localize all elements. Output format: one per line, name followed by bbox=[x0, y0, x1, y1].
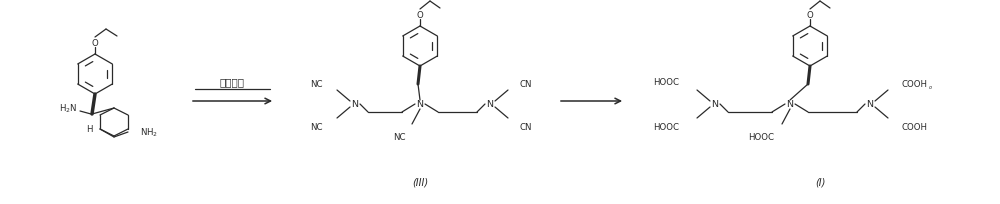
Text: HOOC: HOOC bbox=[653, 122, 679, 131]
Text: O: O bbox=[417, 10, 423, 19]
Text: 卤代乙腈: 卤代乙腈 bbox=[220, 77, 245, 86]
Text: H$_2$N: H$_2$N bbox=[59, 102, 77, 115]
Text: O: O bbox=[807, 10, 813, 19]
Text: N: N bbox=[486, 100, 494, 109]
Text: CN: CN bbox=[520, 122, 532, 131]
Text: N: N bbox=[712, 100, 718, 109]
Text: N: N bbox=[866, 100, 874, 109]
Text: NH$_2$: NH$_2$ bbox=[140, 126, 158, 139]
Text: $_o$: $_o$ bbox=[928, 84, 933, 91]
Text: O: O bbox=[92, 38, 98, 47]
Text: COOH: COOH bbox=[902, 122, 928, 131]
Text: (III): (III) bbox=[412, 177, 428, 187]
Text: COOH: COOH bbox=[902, 80, 928, 89]
Text: HOOC: HOOC bbox=[653, 78, 679, 87]
Text: NC: NC bbox=[310, 80, 323, 89]
Text: CN: CN bbox=[520, 80, 532, 89]
Text: (I): (I) bbox=[815, 177, 825, 187]
Text: N: N bbox=[786, 100, 794, 109]
Text: N: N bbox=[352, 100, 358, 109]
Text: N: N bbox=[416, 100, 424, 109]
Text: NC: NC bbox=[394, 132, 406, 141]
Text: HOOC: HOOC bbox=[748, 132, 774, 141]
Text: H: H bbox=[87, 125, 93, 134]
Text: NC: NC bbox=[310, 122, 323, 131]
